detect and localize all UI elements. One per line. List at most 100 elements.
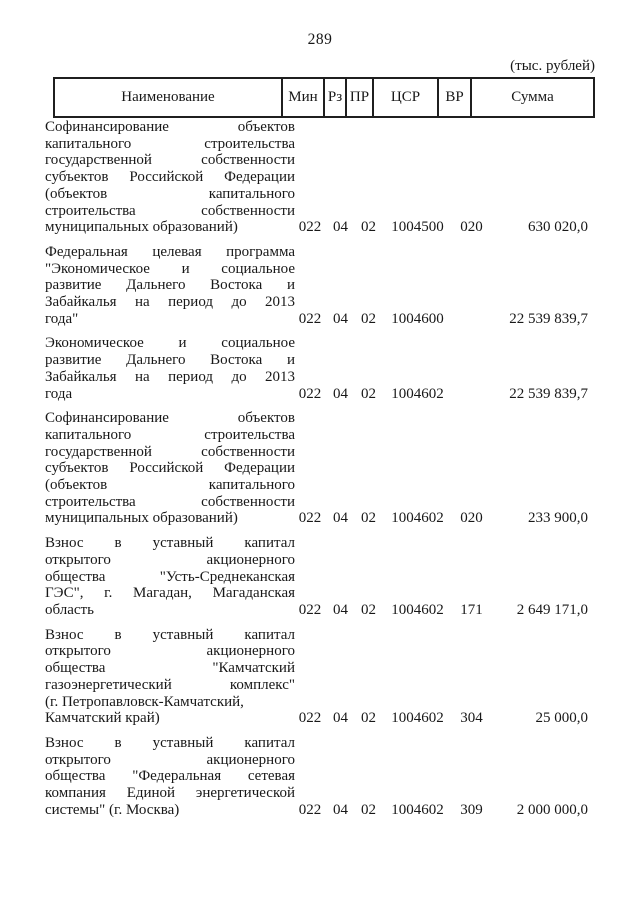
table-row: Взнос в уставный капитал открытого акцион…: [45, 627, 588, 727]
cell-rz: 04: [333, 385, 348, 402]
row-name: Взнос в уставный капитал открытого акцион…: [45, 735, 295, 819]
cell-csr: 1004602: [391, 710, 444, 727]
cell-min: 022: [298, 219, 322, 236]
cell-sum: 22 539 839,7: [509, 385, 588, 402]
name-line: (г. Петропавловск-Камчатский,: [45, 693, 244, 710]
name-line: субъектов Российской Федерации: [45, 169, 295, 186]
table-row: Взнос в уставный капитал открытого акцион…: [45, 735, 588, 819]
cell-sum: 2 000 000,0: [516, 801, 588, 818]
header-cell-vr: ВР: [437, 79, 470, 116]
name-line: государственной собственности: [45, 443, 295, 460]
cell-rz: 04: [333, 601, 348, 618]
row-name: Софинансирование объектов капитального ст…: [45, 410, 295, 527]
name-line: Экономическое и социальное: [45, 335, 295, 352]
table-row: Софинансирование объектов капитального ст…: [45, 410, 588, 527]
row-name: Взнос в уставный капитал открытого акцион…: [45, 627, 295, 727]
header-cell-min: Мин: [281, 79, 323, 116]
cell-csr: 1004602: [391, 801, 444, 818]
name-line: развитие Дальнего Востока и: [45, 352, 295, 369]
row-name: Экономическое и социальное развитие Дальн…: [45, 335, 295, 402]
cell-sum: 25 000,0: [535, 710, 589, 727]
cell-csr: 1004602: [391, 510, 444, 527]
cell-vr: 304: [460, 710, 483, 727]
header-cell-sum: Сумма: [470, 79, 593, 116]
cell-rz: 04: [333, 310, 348, 327]
header-cell-pr: ПР: [345, 79, 372, 116]
name-line: (объектов капитального: [45, 185, 295, 202]
table-header: Наименование Мин Рз ПР ЦСР ВР Сумма: [53, 77, 595, 118]
name-line: муниципальных образований): [45, 219, 238, 236]
name-line: Софинансирование объектов: [45, 410, 295, 427]
units-note: (тыс. рублей): [510, 58, 595, 74]
cell-pr: 02: [361, 385, 376, 402]
cell-vr: 020: [460, 510, 483, 527]
name-line: Забайкалья на период до 2013: [45, 294, 295, 311]
name-line: муниципальных образований): [45, 510, 238, 527]
name-line: открытого акционерного: [45, 751, 295, 768]
cell-rz: 04: [333, 710, 348, 727]
name-line: ГЭС", г. Магадан, Магаданская: [45, 585, 295, 602]
cell-min: 022: [298, 601, 322, 618]
name-line: капитального строительства: [45, 426, 295, 443]
name-line: субъектов Российской Федерации: [45, 460, 295, 477]
cell-min: 022: [298, 801, 322, 818]
cell-min: 022: [298, 385, 322, 402]
cell-csr: 1004500: [391, 219, 444, 236]
name-line: Забайкалья на период до 2013: [45, 368, 295, 385]
name-line: общества "Камчатский: [45, 660, 295, 677]
table-row: Софинансирование объектов капитального ст…: [45, 119, 588, 236]
cell-min: 022: [298, 710, 322, 727]
name-line: Взнос в уставный капитал: [45, 734, 295, 751]
name-line: общества "Усть-Среднеканская: [45, 568, 295, 585]
table-row: Взнос в уставный капитал открытого акцион…: [45, 535, 588, 619]
cell-sum: 630 020,0: [528, 219, 588, 236]
cell-sum: 22 539 839,7: [509, 310, 588, 327]
cell-pr: 02: [361, 710, 376, 727]
name-line: компания Единой энергетической: [45, 785, 295, 802]
cell-vr: 309: [460, 801, 483, 818]
cell-csr: 1004600: [391, 310, 444, 327]
cell-pr: 02: [361, 601, 376, 618]
name-line: открытого акционерного: [45, 551, 295, 568]
table-row: Федеральная целевая программа "Экономичес…: [45, 244, 588, 328]
row-name: Взнос в уставный капитал открытого акцион…: [45, 535, 295, 619]
cell-pr: 02: [361, 510, 376, 527]
name-line: Федеральная целевая программа: [45, 243, 295, 260]
cell-pr: 02: [361, 219, 376, 236]
name-line: года: [45, 385, 73, 402]
name-line: общества "Федеральная сетевая: [45, 768, 295, 785]
table-body: Софинансирование объектов капитального ст…: [45, 119, 588, 826]
name-line: капитального строительства: [45, 135, 295, 152]
name-line: Камчатский край): [45, 710, 160, 727]
header-cell-csr: ЦСР: [372, 79, 437, 116]
cell-min: 022: [298, 310, 322, 327]
cell-csr: 1004602: [391, 601, 444, 618]
name-line: государственной собственности: [45, 152, 295, 169]
cell-pr: 02: [361, 310, 376, 327]
name-line: газоэнергетический комплекс": [45, 676, 295, 693]
cell-sum: 2 649 171,0: [516, 601, 588, 618]
header-cell-rz: Рз: [323, 79, 345, 116]
cell-csr: 1004602: [391, 385, 444, 402]
name-line: Взнос в уставный капитал: [45, 626, 295, 643]
name-line: "Экономическое и социальное: [45, 260, 295, 277]
name-line: открытого акционерного: [45, 643, 295, 660]
row-name: Софинансирование объектов капитального ст…: [45, 119, 295, 236]
cell-vr: 020: [460, 219, 483, 236]
header-cell-name: Наименование: [121, 89, 215, 105]
cell-rz: 04: [333, 510, 348, 527]
table-row: Экономическое и социальное развитие Дальн…: [45, 335, 588, 402]
cell-sum: 233 900,0: [528, 510, 588, 527]
cell-rz: 04: [333, 801, 348, 818]
name-line: системы" (г. Москва): [45, 801, 180, 818]
cell-min: 022: [298, 510, 322, 527]
name-line: развитие Дальнего Востока и: [45, 277, 295, 294]
name-line: строительства собственности: [45, 202, 295, 219]
name-line: область: [45, 601, 94, 618]
name-line: Софинансирование объектов: [45, 119, 295, 135]
name-line: (объектов капитального: [45, 477, 295, 494]
cell-pr: 02: [361, 801, 376, 818]
row-name: Федеральная целевая программа "Экономичес…: [45, 244, 295, 328]
cell-vr: 171: [460, 601, 483, 618]
